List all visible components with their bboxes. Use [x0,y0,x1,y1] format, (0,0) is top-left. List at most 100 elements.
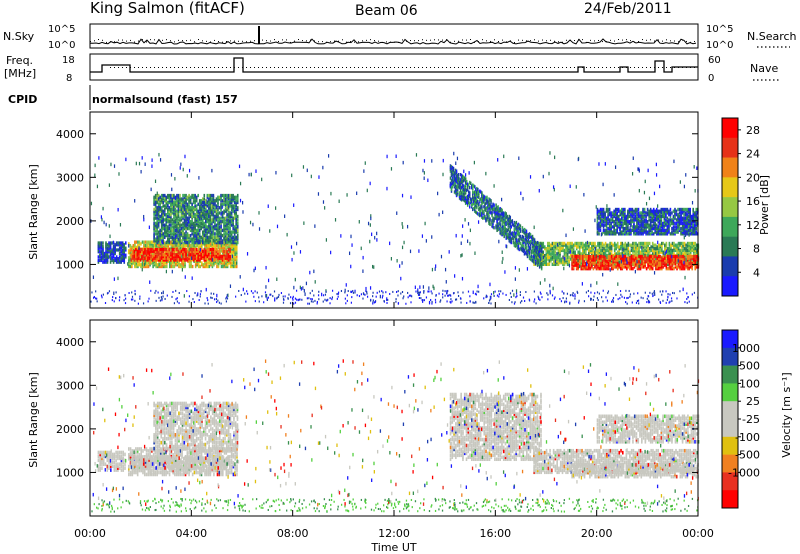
power-cell [558,249,560,252]
power-cell [691,255,693,258]
power-cell [164,218,166,221]
power-cell [647,208,649,211]
power-cell [657,210,659,213]
power-cell [172,232,174,235]
power-cell [662,232,664,235]
power-cell [644,242,646,245]
power-cell [604,224,606,227]
power-cell [219,237,221,240]
power-cell [555,251,557,254]
nave-dot [418,67,419,68]
power-cell [222,234,224,237]
power-cell [593,262,595,265]
power-cell [691,229,693,232]
noise-search-dot [194,41,195,42]
power-cell [188,211,190,214]
nave-dot [186,67,187,68]
power-cell [153,250,155,253]
power-cell [226,232,228,235]
power-cell [640,264,642,267]
power-cell [164,248,166,251]
noise-search-dot [358,41,359,42]
power-cell [219,206,221,209]
power-cell [188,199,190,202]
power-cell [164,265,166,268]
power-cell [156,236,158,239]
noise-search-dot [198,39,199,40]
power-cell [222,203,224,206]
power-cell [643,257,645,260]
power-cell [667,267,669,270]
power-cell [234,210,236,213]
nave-dot [638,67,639,68]
power-cell [593,251,595,254]
power-cell [170,251,172,254]
power-cell [159,229,161,232]
power-cell [655,260,657,263]
power-cell [603,220,605,223]
power-cell [187,244,189,247]
power-cell [606,244,608,247]
power-cell [208,197,210,200]
nave-dot [654,67,655,68]
power-cell [201,261,203,264]
power-cell [659,244,661,247]
power-cell [225,250,227,253]
nave-dot [690,67,691,68]
power-cell [156,197,158,200]
power-cell [155,248,157,251]
power-cell [648,218,650,221]
power-cell [232,236,234,239]
noise-right-tick-high: 10^5 [706,24,733,35]
power-cell [663,251,665,254]
power-cell [644,218,646,221]
power-cell [235,208,237,211]
power-cell [696,258,698,261]
noise-search-dot [142,39,143,40]
power-cell [673,225,675,228]
power-cell [574,251,576,254]
power-cell [211,251,213,254]
power-cell [194,224,196,227]
power-cell [653,255,655,258]
power-cell [197,229,199,232]
power-cell [667,208,669,211]
power-cell [184,248,186,251]
power-cell [173,217,175,220]
power-cell [561,247,563,250]
power-cell [142,261,144,264]
power-cell [135,248,137,251]
power-cell [178,234,180,237]
noise-search-dot [402,39,403,40]
power-cell [163,261,165,264]
nave-dot [302,67,303,68]
noise-search-dot [666,39,667,40]
power-cell [125,247,127,250]
noise-search-dot [694,41,695,42]
power-cell [202,230,204,233]
noise-search-dot [542,40,543,41]
power-cell [223,210,225,213]
power-cell [652,260,654,263]
noise-search-dot [306,40,307,41]
noise-search-dot [186,40,187,41]
power-cell [658,255,660,258]
power-cell [634,255,636,258]
power-cell [170,194,172,197]
power-cell [647,249,649,252]
power-cell [670,232,672,235]
power-cell [676,244,678,247]
nave-dot [626,67,627,68]
power-cell [181,250,183,253]
power-cell [618,224,620,227]
power-cell [159,203,161,206]
power-cell [162,248,164,251]
nave-dot [678,67,679,68]
power-cell [191,194,193,197]
power-cell [210,194,212,197]
power-cell [672,249,674,252]
power-cell [582,255,584,258]
power-cell [637,265,639,268]
power-cell [552,247,554,250]
power-cell [656,251,658,254]
